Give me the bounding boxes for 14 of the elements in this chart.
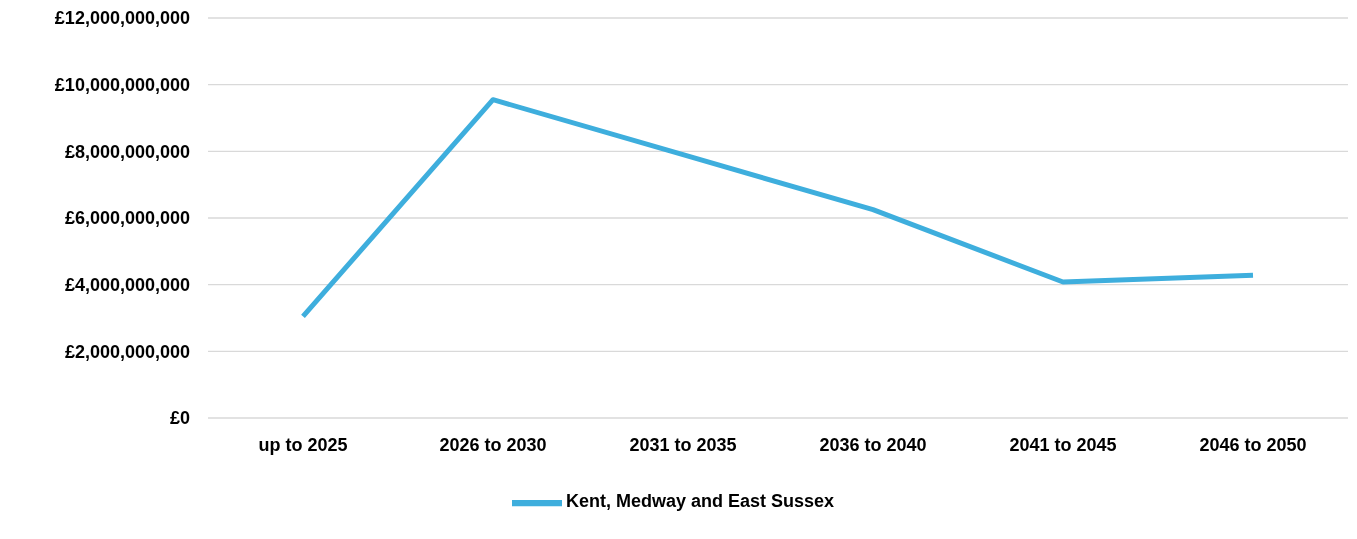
x-tick-label: 2041 to 2045 (1009, 434, 1117, 455)
y-tick-label: £0 (169, 408, 190, 429)
legend-label: Kent, Medway and East Sussex (565, 491, 835, 512)
y-tick-label: £8,000,000,000 (64, 141, 190, 162)
x-tick-label: 2036 to 2040 (819, 434, 927, 455)
y-tick-label: £12,000,000,000 (54, 8, 190, 29)
x-tick-label: 2031 to 2035 (629, 434, 737, 455)
x-tick-label: up to 2025 (258, 434, 348, 455)
x-tick-label: 2046 to 2050 (1199, 434, 1307, 455)
x-tick-label: 2026 to 2030 (439, 434, 547, 455)
y-tick-label: £6,000,000,000 (64, 208, 190, 229)
y-tick-label: £2,000,000,000 (64, 341, 190, 362)
y-tick-label: £4,000,000,000 (64, 275, 190, 296)
y-tick-label: £10,000,000,000 (54, 75, 190, 96)
